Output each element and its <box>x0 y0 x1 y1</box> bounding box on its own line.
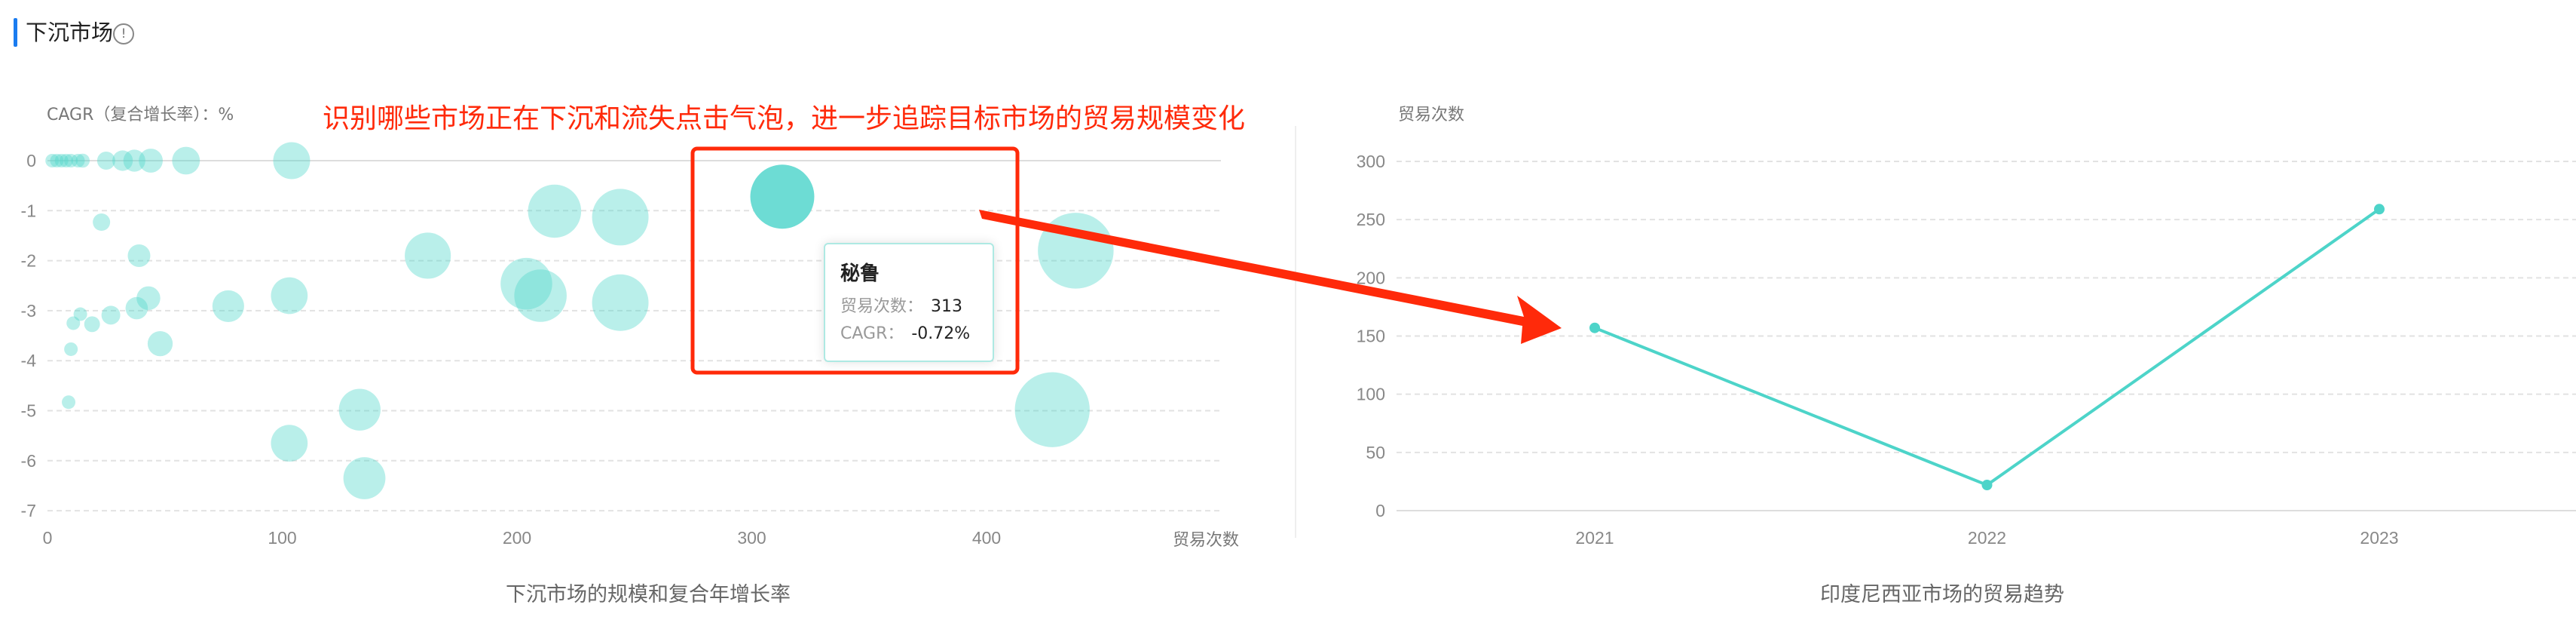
line-point <box>2374 204 2385 215</box>
y-tick-label: -7 <box>21 501 36 520</box>
y-tick-label: -1 <box>21 201 36 220</box>
tooltip-trade-label: 贸易次数： <box>840 297 924 316</box>
annotation-box <box>690 146 1020 375</box>
y-tick-label: 100 <box>1357 385 1385 404</box>
bubble[interactable] <box>66 316 81 330</box>
bubble[interactable] <box>338 388 381 431</box>
tooltip-market-name: 秘鲁 <box>840 262 880 285</box>
y-tick-label: 300 <box>1357 152 1385 171</box>
line-chart-title: 印度尼西亚市场的贸易趋势 <box>1820 583 2064 606</box>
bubble-y-axis-title: CAGR（复合增长率）：% <box>47 106 234 124</box>
y-tick-label: 0 <box>26 151 36 170</box>
y-tick-label: -5 <box>21 401 36 421</box>
info-circle-icon[interactable]: ! <box>113 23 134 45</box>
bubble[interactable] <box>59 154 73 167</box>
bubble-x-axis-title: 贸易次数 <box>1173 531 1240 550</box>
bubble[interactable] <box>93 213 111 232</box>
bubble[interactable] <box>273 142 311 180</box>
x-tick-label: 200 <box>503 528 531 548</box>
bubble[interactable] <box>147 331 173 357</box>
bubble[interactable] <box>64 342 78 356</box>
bubble[interactable] <box>405 232 451 279</box>
bubble[interactable] <box>64 154 78 167</box>
tooltip-cagr-label: CAGR： <box>840 324 904 343</box>
bubble[interactable] <box>592 274 649 331</box>
bubble[interactable] <box>127 244 151 267</box>
bubble[interactable] <box>1014 372 1090 447</box>
bubble[interactable] <box>271 277 308 315</box>
x-tick-label: 300 <box>737 528 766 548</box>
bubble-highlighted[interactable] <box>750 164 815 229</box>
bubble[interactable] <box>123 149 145 172</box>
bubble[interactable] <box>54 154 69 167</box>
trend-line <box>1594 207 2381 487</box>
y-tick-label: -4 <box>21 351 37 370</box>
x-tick-label: 400 <box>972 528 1001 548</box>
bubble[interactable] <box>592 189 649 246</box>
bubble-tooltip: 秘鲁 贸易次数： 313 CAGR： -0.72% <box>824 243 994 362</box>
annotation-text: 识别哪些市场正在下沉和流失点击气泡，进一步追踪目标市场的贸易规模变化 <box>323 103 1246 134</box>
bubble[interactable] <box>101 305 121 325</box>
y-tick-label: 200 <box>1357 268 1385 287</box>
y-tick-label: 150 <box>1357 327 1385 346</box>
y-tick-label: 50 <box>1366 443 1385 462</box>
annotation-arrow <box>979 210 1562 344</box>
x-tick-label: 2021 <box>1575 528 1614 548</box>
bubble[interactable] <box>50 154 64 167</box>
bubble[interactable] <box>500 257 552 310</box>
x-tick-label: 0 <box>43 528 53 548</box>
tooltip-cagr-value: -0.72% <box>911 324 971 343</box>
bubble[interactable] <box>112 150 133 171</box>
bubble[interactable] <box>71 154 85 167</box>
y-tick-label: -6 <box>21 451 36 471</box>
bubble[interactable] <box>136 286 161 311</box>
bubble-chart-title: 下沉市场的规模和复合年增长率 <box>506 583 791 606</box>
bubble[interactable] <box>125 296 148 320</box>
y-tick-label: 0 <box>1375 501 1385 520</box>
bubble[interactable] <box>212 290 244 322</box>
y-tick-label: -2 <box>21 251 36 271</box>
bubble[interactable] <box>96 152 115 170</box>
section-title: 下沉市场 <box>26 20 114 45</box>
x-tick-label: 2023 <box>2360 528 2398 548</box>
bubble[interactable] <box>343 457 386 499</box>
line-y-axis-title: 贸易次数 <box>1398 106 1465 124</box>
bubble[interactable] <box>62 395 76 410</box>
bubble[interactable] <box>271 425 308 462</box>
bubble[interactable] <box>528 184 582 238</box>
tooltip-trade-value: 313 <box>931 297 963 316</box>
y-tick-label: 250 <box>1357 210 1385 229</box>
x-tick-label: 2022 <box>1968 528 2006 548</box>
line-point <box>1981 480 1993 491</box>
bubble[interactable] <box>45 154 60 167</box>
x-tick-label: 100 <box>268 528 296 548</box>
bubble[interactable] <box>73 307 87 321</box>
bubble[interactable] <box>75 153 90 168</box>
bubble[interactable] <box>139 149 163 173</box>
line-point <box>1589 322 1600 333</box>
bubble[interactable] <box>514 269 567 322</box>
bubble[interactable] <box>172 146 200 175</box>
y-tick-label: -3 <box>21 301 36 321</box>
bubble[interactable] <box>84 316 100 333</box>
title-accent-bar <box>14 18 17 47</box>
